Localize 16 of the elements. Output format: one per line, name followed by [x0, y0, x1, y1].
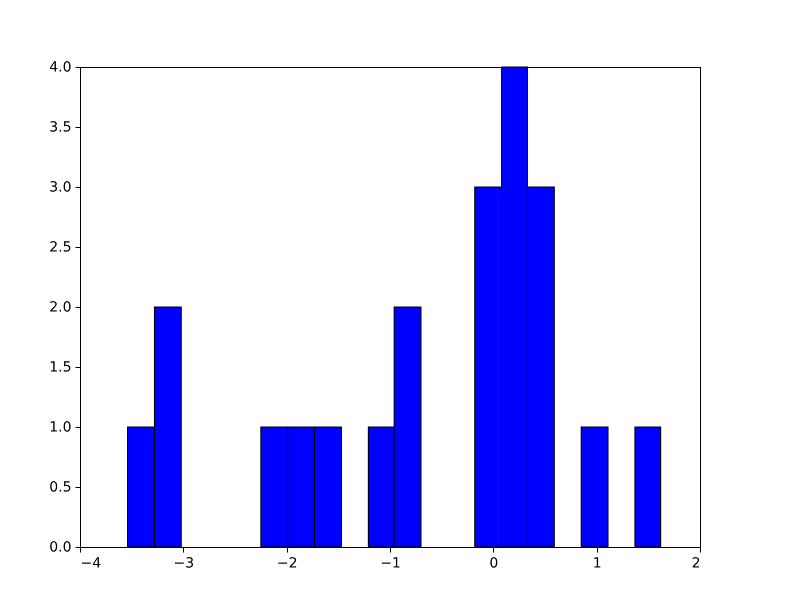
y-tick-label: 2.5	[49, 240, 72, 256]
x-tick-label: −3	[174, 556, 194, 572]
y-tick-label: 1.0	[49, 420, 72, 436]
y-tick-label: 4.0	[49, 60, 72, 76]
x-tick-label: −1	[380, 556, 401, 572]
x-tick-label: 2	[692, 556, 700, 572]
x-tick-label: −4	[80, 556, 102, 572]
y-tick-label: 0.0	[49, 540, 72, 556]
y-tick-label: 0.5	[49, 480, 72, 496]
x-tick-label: −2	[276, 556, 298, 572]
y-tick-label: 2.0	[49, 300, 72, 316]
x-tick-label: 0	[489, 556, 498, 572]
y-tick-label: 3.5	[49, 120, 72, 136]
y-tick-label: 3.0	[49, 180, 72, 196]
x-tick-label: 1	[592, 556, 602, 572]
y-tick-label: 1.5	[49, 360, 72, 376]
